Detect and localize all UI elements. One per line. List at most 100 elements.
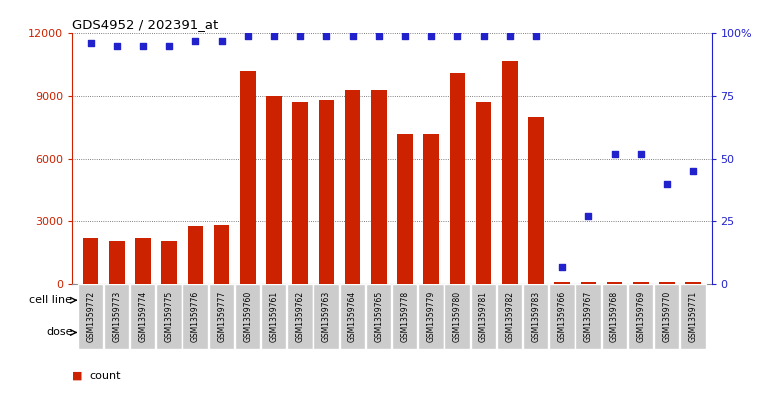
Bar (392, 318, 444, 347)
Bar (109, 241, 125, 284)
Text: GSM1359763: GSM1359763 (322, 291, 331, 342)
Bar (450, 73, 465, 284)
Bar (345, 90, 361, 284)
Text: 0.5 uM: 0.5 uM (137, 327, 175, 338)
Text: GSM1359760: GSM1359760 (244, 291, 253, 342)
Text: ■: ■ (72, 371, 83, 381)
Bar (686, 283, 701, 284)
Bar (476, 102, 492, 284)
Point (451, 33, 463, 39)
Bar (161, 241, 177, 284)
Text: GSM1359770: GSM1359770 (663, 291, 671, 342)
Text: count: count (89, 371, 120, 381)
Bar (240, 71, 256, 284)
Point (242, 33, 254, 39)
Bar (628, 284, 653, 349)
Text: control: control (84, 327, 123, 338)
Text: GSM1359778: GSM1359778 (400, 291, 409, 342)
Text: GSM1359769: GSM1359769 (636, 291, 645, 342)
Point (425, 33, 438, 39)
Text: GSM1359782: GSM1359782 (505, 291, 514, 342)
Bar (528, 117, 544, 284)
Bar (292, 102, 308, 284)
Text: GSM1359775: GSM1359775 (164, 291, 174, 342)
Bar (78, 284, 103, 349)
Text: GSM1359764: GSM1359764 (348, 291, 357, 342)
Point (635, 151, 647, 157)
Point (530, 33, 542, 39)
Text: cell line: cell line (30, 295, 72, 305)
Bar (654, 284, 680, 349)
Bar (497, 318, 549, 347)
Point (189, 38, 202, 44)
Text: GSM1359783: GSM1359783 (531, 291, 540, 342)
Bar (135, 238, 151, 284)
Bar (444, 284, 470, 349)
Bar (423, 134, 439, 284)
Text: GSM1359780: GSM1359780 (453, 291, 462, 342)
Bar (266, 96, 282, 284)
Bar (523, 284, 549, 349)
Point (320, 33, 333, 39)
Text: GSM1359773: GSM1359773 (113, 291, 121, 342)
Text: 0.5 uM: 0.5 uM (295, 327, 333, 338)
Bar (366, 284, 391, 349)
Text: 10 uM: 10 uM (192, 327, 226, 338)
Point (399, 33, 411, 39)
Text: NCIH660: NCIH660 (288, 294, 339, 307)
Bar (83, 238, 98, 284)
Bar (607, 283, 622, 284)
Bar (680, 284, 705, 349)
Bar (371, 90, 387, 284)
Text: GSM1359772: GSM1359772 (86, 291, 95, 342)
Point (477, 33, 489, 39)
Bar (183, 318, 234, 347)
Text: GSM1359781: GSM1359781 (479, 291, 488, 342)
Point (84, 40, 97, 47)
Text: GSM1359765: GSM1359765 (374, 291, 384, 342)
Bar (287, 284, 313, 349)
Bar (78, 286, 234, 315)
Text: 0.5 uM: 0.5 uM (451, 327, 489, 338)
Text: GSM1359768: GSM1359768 (610, 291, 619, 342)
Bar (549, 318, 600, 347)
Point (111, 43, 123, 49)
Bar (654, 318, 705, 347)
Bar (554, 283, 570, 284)
Bar (659, 283, 675, 284)
Bar (418, 284, 444, 349)
Point (373, 33, 385, 39)
Bar (234, 284, 260, 349)
Text: PC3: PC3 (459, 294, 482, 307)
Point (268, 33, 280, 39)
Point (687, 168, 699, 174)
Bar (314, 284, 339, 349)
Bar (130, 318, 182, 347)
Text: GSM1359762: GSM1359762 (296, 291, 304, 342)
Point (661, 181, 673, 187)
Bar (103, 284, 129, 349)
Bar (234, 318, 286, 347)
Text: GSM1359767: GSM1359767 (584, 291, 593, 342)
Text: dose: dose (46, 327, 72, 338)
Bar (601, 318, 653, 347)
Point (295, 33, 307, 39)
Bar (214, 224, 230, 284)
Bar (187, 226, 203, 284)
Bar (502, 61, 517, 284)
Text: GSM1359774: GSM1359774 (139, 291, 148, 342)
Bar (209, 284, 234, 349)
Text: 10 uM: 10 uM (506, 327, 540, 338)
Bar (549, 286, 705, 315)
Bar (156, 284, 182, 349)
Text: VCAP: VCAP (612, 294, 643, 307)
Bar (261, 284, 286, 349)
Bar (287, 318, 339, 347)
Bar (183, 284, 208, 349)
Bar (581, 283, 597, 284)
Bar (444, 318, 496, 347)
Text: control: control (399, 327, 438, 338)
Text: GSM1359776: GSM1359776 (191, 291, 200, 342)
Bar (633, 283, 648, 284)
Point (609, 151, 621, 157)
